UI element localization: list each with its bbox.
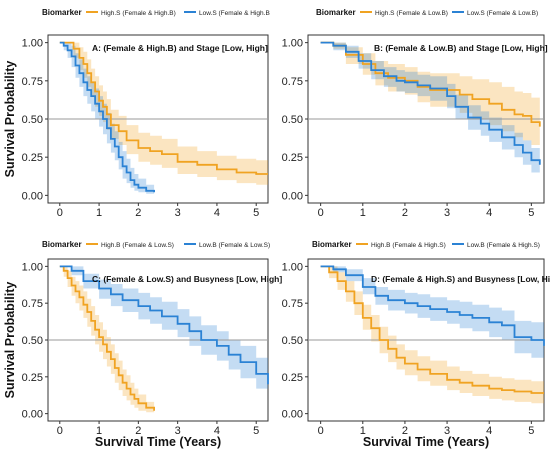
survival-curve-0 — [320, 41, 541, 127]
legend-entry: High.S (Female & High.B) — [101, 10, 176, 17]
y-tick-label: 0.00 — [22, 190, 43, 202]
y-tick-label: 0.50 — [282, 335, 303, 347]
y-tick-label: 0.25 — [22, 372, 43, 384]
x-tick-label: 2 — [135, 207, 141, 219]
x-tick-label: 1 — [360, 207, 366, 219]
confidence-band-0 — [59, 42, 268, 185]
x-tick-label: 2 — [402, 425, 408, 437]
legend-entry: Low.B (Female & High.S) — [467, 242, 540, 249]
x-tick-label: 5 — [528, 425, 534, 437]
x-tick-label: 3 — [175, 425, 181, 437]
y-tick-label: 0.75 — [282, 298, 303, 310]
panel-d: Biomarker High.B (Female & High.S) Low.B… — [282, 240, 550, 449]
panel-b: Biomarker High.S (Female & Low.B) Low.S … — [282, 8, 548, 219]
x-tick-label: 2 — [135, 425, 141, 437]
y-tick-label: 0.00 — [282, 190, 303, 202]
y-tick-label: 1.00 — [282, 38, 303, 50]
panel-title: C: (Female & Low.S) and Busyness [Low, H… — [92, 274, 282, 284]
survival-curve-1 — [59, 265, 269, 385]
y-axis-label: Survival Probability — [3, 282, 17, 399]
x-tick-label: 4 — [214, 207, 220, 219]
confidence-band-0 — [320, 266, 544, 404]
survival-curve-0 — [59, 41, 268, 175]
y-tick-label: 0.25 — [282, 152, 303, 164]
x-axis-label: Survival Time (Years) — [95, 435, 221, 449]
x-tick-label: 0 — [318, 425, 324, 437]
legend-title: Biomarker — [312, 240, 352, 249]
y-tick-label: 0.75 — [22, 298, 43, 310]
panel-title: A: (Female & High.B) and Stage [Low, Hig… — [92, 43, 268, 53]
x-tick-label: 1 — [96, 207, 102, 219]
panel-b-legend: Biomarker High.S (Female & Low.B) Low.S … — [316, 8, 538, 17]
confidence-band-1 — [320, 266, 544, 365]
y-tick-label: 0.50 — [22, 114, 43, 126]
y-tick-label: 0.75 — [282, 76, 303, 88]
y-tick-label: 1.00 — [22, 38, 43, 50]
x-tick-label: 5 — [528, 207, 534, 219]
survival-curve-0 — [320, 265, 544, 394]
panel-c: Biomarker High.B (Female & Low.S) Low.B … — [3, 240, 282, 449]
panel-title: D: (Female & High.S) and Busyness [Low, … — [371, 274, 550, 284]
x-tick-label: 0 — [57, 207, 63, 219]
legend-title: Biomarker — [42, 240, 82, 249]
panel-c-legend: Biomarker High.B (Female & Low.S) Low.B … — [42, 240, 270, 249]
survival-curve-1 — [320, 41, 541, 165]
y-tick-label: 0.75 — [22, 76, 43, 88]
panel-a-legend: Biomarker High.S (Female & High.B) Low.S… — [42, 8, 270, 17]
x-axis-label: Survival Time (Years) — [363, 435, 489, 449]
legend-title: Biomarker — [42, 8, 82, 17]
x-tick-label: 4 — [214, 425, 220, 437]
x-tick-label: 5 — [253, 425, 259, 437]
x-tick-label: 4 — [486, 207, 492, 219]
legend-entry: Low.S (Female & Low.B) — [467, 10, 538, 17]
legend-entry: High.B (Female & High.S) — [371, 242, 446, 249]
x-tick-label: 0 — [57, 425, 63, 437]
y-tick-label: 0.25 — [22, 152, 43, 164]
x-tick-label: 0 — [318, 207, 324, 219]
y-axis-label: Survival Probability — [3, 61, 17, 178]
panel-d-legend: Biomarker High.B (Female & High.S) Low.B… — [312, 240, 540, 249]
x-tick-label: 5 — [253, 207, 259, 219]
legend-entry: High.B (Female & Low.S) — [101, 242, 174, 249]
y-tick-label: 0.25 — [282, 372, 303, 384]
x-tick-label: 1 — [360, 425, 366, 437]
y-tick-label: 0.00 — [282, 409, 303, 421]
x-tick-label: 3 — [175, 207, 181, 219]
x-tick-label: 3 — [444, 207, 450, 219]
survival-curve-1 — [320, 265, 545, 346]
x-tick-label: 1 — [96, 425, 102, 437]
y-tick-label: 0.50 — [22, 335, 43, 347]
confidence-band-1 — [59, 266, 268, 398]
panel-a: Biomarker High.S (Female & High.B) Low.S… — [3, 8, 270, 219]
panel-title: B: (Female & Low.B) and Stage [Low, High… — [374, 43, 548, 53]
x-tick-label: 3 — [444, 425, 450, 437]
y-tick-label: 0.00 — [22, 409, 43, 421]
y-tick-label: 0.50 — [282, 114, 303, 126]
legend-entry: Low.S (Female & High.B — [199, 10, 270, 17]
legend-entry: Low.B (Female & Low.S) — [199, 242, 270, 249]
survival-curve-0 — [59, 265, 156, 411]
x-tick-label: 4 — [486, 425, 492, 437]
legend-entry: High.S (Female & Low.B) — [375, 10, 448, 17]
x-tick-label: 2 — [402, 207, 408, 219]
legend-title: Biomarker — [316, 8, 356, 17]
y-tick-label: 1.00 — [22, 261, 43, 273]
y-tick-label: 1.00 — [282, 261, 303, 273]
confidence-band-1 — [320, 42, 540, 177]
survival-curve-1 — [59, 41, 156, 193]
